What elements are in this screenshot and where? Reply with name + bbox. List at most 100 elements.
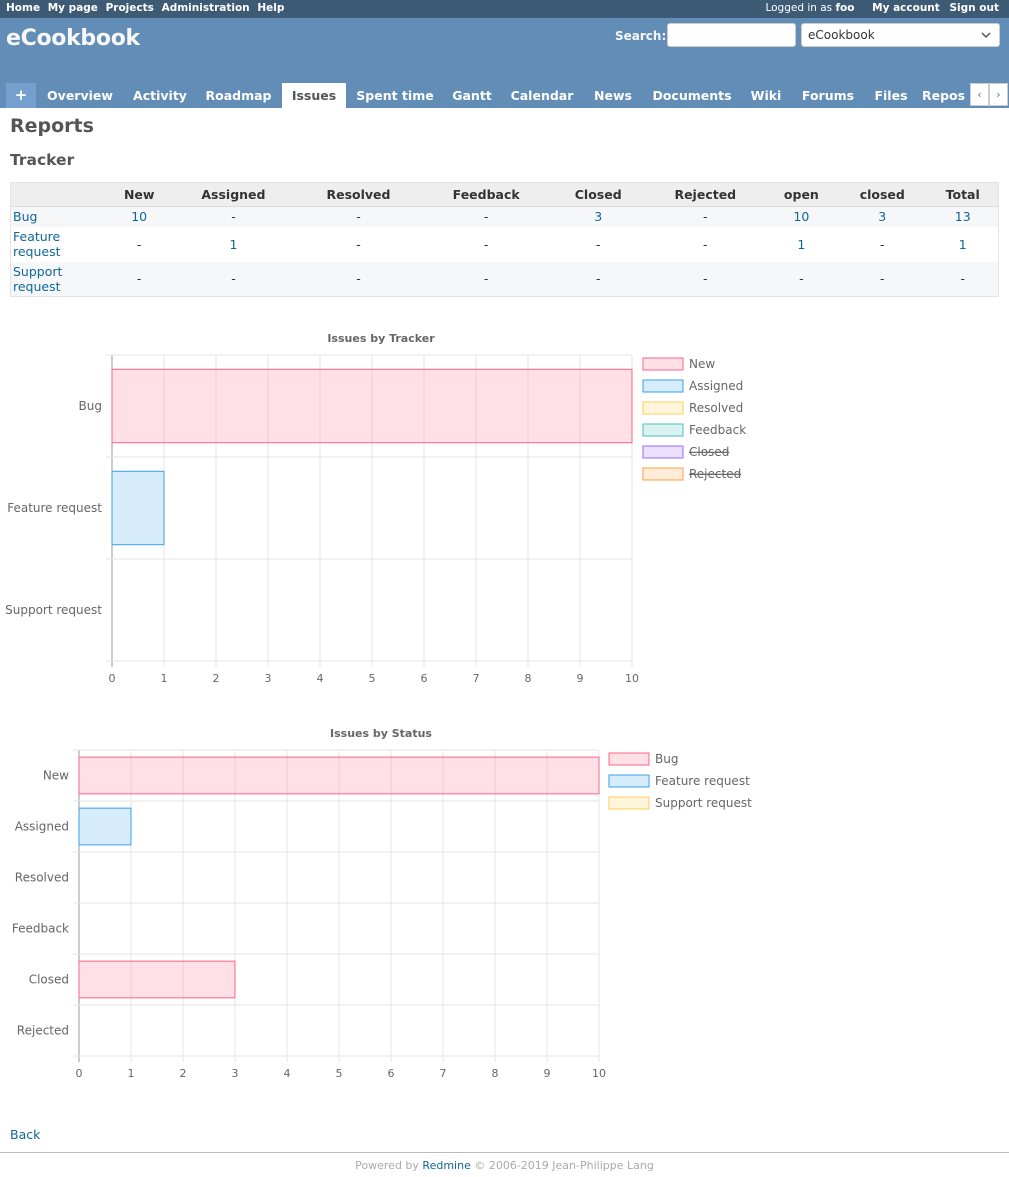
tab-files[interactable]: Files bbox=[874, 88, 908, 103]
main-menu: + Overview Activity Roadmap Issues Spent… bbox=[6, 83, 1009, 108]
legend-swatch[interactable] bbox=[642, 467, 684, 481]
x-tick-label: 1 bbox=[128, 1067, 135, 1080]
count-link[interactable]: 1 bbox=[797, 236, 806, 252]
sign-out-link[interactable]: Sign out bbox=[949, 2, 999, 14]
x-tick-label: 6 bbox=[388, 1067, 395, 1080]
tab-forums[interactable]: Forums bbox=[801, 88, 855, 103]
search-input[interactable] bbox=[667, 23, 796, 47]
legend-swatch[interactable] bbox=[608, 752, 650, 766]
legend-swatch[interactable] bbox=[608, 774, 650, 788]
top-menu-projects[interactable]: Projects bbox=[105, 2, 154, 14]
top-menu: Home My page Projects Administration Hel… bbox=[0, 0, 1009, 18]
legend-swatch[interactable] bbox=[642, 379, 684, 393]
legend-swatch[interactable] bbox=[642, 423, 684, 437]
table-cell: - bbox=[107, 261, 171, 297]
x-tick-label: 5 bbox=[369, 672, 376, 685]
column-header: Rejected bbox=[644, 182, 766, 207]
tab-documents[interactable]: Documents bbox=[652, 88, 732, 103]
y-tick-label: Feature request bbox=[7, 501, 102, 515]
tracker-link-feature-request[interactable]: Feature request bbox=[13, 229, 61, 259]
legend-label[interactable]: Resolved bbox=[689, 401, 743, 415]
legend-label[interactable]: Assigned bbox=[689, 379, 743, 393]
column-header: Closed bbox=[551, 182, 645, 207]
top-menu-help[interactable]: Help bbox=[257, 2, 285, 14]
my-account-link[interactable]: My account bbox=[872, 2, 940, 14]
bar[interactable] bbox=[78, 807, 132, 846]
count-link[interactable]: 3 bbox=[878, 209, 887, 225]
chart-title: Issues by Tracker bbox=[327, 332, 435, 345]
x-tick-label: 9 bbox=[544, 1067, 551, 1080]
search-label: Search: bbox=[615, 29, 667, 43]
table-row: Support request - - - - - - - - - bbox=[10, 261, 999, 297]
footer-copyright: © 2006-2019 Jean-Philippe Lang bbox=[474, 1159, 654, 1172]
table-cell: - bbox=[170, 206, 297, 227]
chart-issues-by-status: Issues by Status 0 1 2 3 4 5 6 7 8 9 10 New Assigned R… bbox=[12, 727, 752, 1080]
tabs-scroll-left-button[interactable]: ‹ bbox=[970, 83, 989, 106]
legend-label[interactable]: Bug bbox=[655, 752, 678, 766]
x-tick-label: 10 bbox=[592, 1067, 606, 1080]
legend-swatch[interactable] bbox=[608, 796, 650, 810]
bar[interactable] bbox=[78, 960, 236, 999]
tab-gantt[interactable]: Gantt bbox=[452, 88, 492, 103]
x-tick-label: 3 bbox=[232, 1067, 239, 1080]
legend-label[interactable]: New bbox=[689, 357, 715, 371]
count-link[interactable]: 10 bbox=[793, 209, 810, 225]
tab-wiki[interactable]: Wiki bbox=[750, 88, 782, 103]
count-link[interactable]: 13 bbox=[954, 209, 971, 225]
tab-repository[interactable]: Repos bbox=[922, 88, 966, 103]
back-link[interactable]: Back bbox=[10, 1127, 41, 1142]
bar[interactable] bbox=[111, 368, 633, 444]
legend-label[interactable]: Closed bbox=[689, 445, 729, 459]
table-cell: - bbox=[107, 226, 171, 262]
logged-in-user[interactable]: foo bbox=[835, 2, 855, 14]
y-tick-label: Assigned bbox=[15, 820, 69, 834]
legend-label[interactable]: Feature request bbox=[655, 774, 750, 788]
tab-spent-time[interactable]: Spent time bbox=[356, 88, 434, 103]
table-cell: - bbox=[927, 261, 999, 297]
tracker-link-support-request[interactable]: Support request bbox=[13, 263, 63, 294]
top-menu-home[interactable]: Home bbox=[6, 2, 41, 14]
table-header-row: New Assigned Resolved Feedback Closed Re… bbox=[10, 182, 999, 207]
tab-news[interactable]: News bbox=[594, 88, 632, 103]
tab-overview[interactable]: Overview bbox=[47, 88, 113, 103]
tab-calendar[interactable]: Calendar bbox=[510, 88, 574, 103]
top-menu-administration[interactable]: Administration bbox=[161, 2, 250, 14]
tab-roadmap[interactable]: Roadmap bbox=[205, 88, 272, 103]
table-cell: - bbox=[420, 226, 552, 262]
y-tick-label: Bug bbox=[79, 399, 102, 413]
column-header bbox=[10, 182, 108, 207]
column-header: Resolved bbox=[296, 182, 421, 207]
table-cell: - bbox=[296, 206, 421, 227]
legend-swatch[interactable] bbox=[642, 445, 684, 459]
bar[interactable] bbox=[111, 470, 165, 546]
legend-label[interactable]: Support request bbox=[655, 796, 752, 810]
tab-activity[interactable]: Activity bbox=[133, 88, 187, 103]
y-tick-label: Feedback bbox=[12, 922, 69, 936]
column-header: open bbox=[765, 182, 838, 207]
x-tick-label: 7 bbox=[440, 1067, 447, 1080]
x-tick-label: 9 bbox=[577, 672, 584, 685]
tabs-scroll-right-button[interactable]: › bbox=[989, 83, 1008, 106]
top-menu-my-page[interactable]: My page bbox=[47, 2, 98, 14]
x-tick-label: 7 bbox=[473, 672, 480, 685]
count-link[interactable]: 1 bbox=[958, 236, 967, 252]
chevron-down-icon bbox=[981, 28, 991, 46]
count-link[interactable]: 3 bbox=[594, 209, 603, 225]
table-cell: - bbox=[837, 261, 928, 297]
legend-swatch[interactable] bbox=[642, 357, 684, 371]
legend-label[interactable]: Feedback bbox=[689, 423, 746, 437]
tab-issues[interactable]: Issues bbox=[282, 83, 346, 108]
tracker-link-bug[interactable]: Bug bbox=[13, 209, 38, 225]
count-link[interactable]: 1 bbox=[229, 236, 238, 252]
bar[interactable] bbox=[78, 756, 600, 795]
legend-swatch[interactable] bbox=[642, 401, 684, 415]
project-title[interactable]: eCookbook bbox=[6, 26, 140, 51]
x-tick-label: 1 bbox=[161, 672, 168, 685]
project-select[interactable]: eCookbook bbox=[801, 23, 1000, 47]
new-object-button[interactable]: + bbox=[6, 83, 36, 108]
redmine-link[interactable]: Redmine bbox=[422, 1159, 471, 1172]
legend-label[interactable]: Rejected bbox=[689, 467, 741, 481]
table-row: Bug 10 - - - 3 - 10 3 13 bbox=[10, 206, 999, 227]
table-cell: - bbox=[420, 206, 552, 227]
count-link[interactable]: 10 bbox=[131, 209, 148, 225]
